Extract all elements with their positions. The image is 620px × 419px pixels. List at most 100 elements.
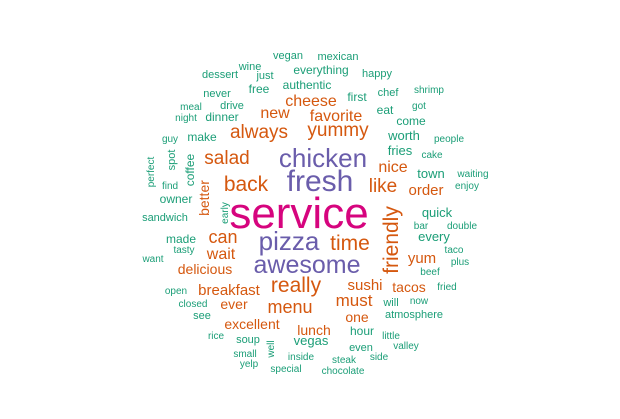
word-worth: worth [387, 128, 420, 143]
word-coffee: coffee [183, 153, 197, 186]
word-make: make [187, 130, 217, 144]
word-fresh: fresh [287, 165, 354, 198]
word-meal: meal [180, 102, 202, 113]
word-salad: salad [204, 148, 249, 169]
word-lunch: lunch [297, 322, 330, 338]
word-time: time [330, 232, 370, 255]
word-small: small [233, 349, 256, 360]
word-early: early [220, 202, 231, 224]
word-waiting: waiting [456, 169, 488, 180]
word-tacos: tacos [392, 279, 425, 295]
word-got: got [412, 101, 426, 112]
word-now: now [410, 296, 429, 307]
word-free: free [249, 82, 270, 96]
word-want: want [141, 254, 163, 265]
word-chef: chef [378, 87, 400, 99]
word-vegan: vegan [273, 50, 303, 62]
word-valley: valley [393, 341, 419, 352]
word-perfect: perfect [146, 156, 157, 187]
word-can: can [208, 227, 237, 247]
word-spot: spot [166, 150, 178, 171]
word-dinner: dinner [205, 110, 238, 124]
word-just: just [255, 70, 273, 82]
word-never: never [203, 88, 231, 100]
word-well: well [266, 340, 277, 358]
word-must: must [336, 291, 373, 310]
word-enjoy: enjoy [455, 181, 479, 192]
word-closed: closed [179, 299, 208, 310]
word-beef: beef [420, 267, 440, 278]
word-always: always [230, 122, 288, 143]
word-back: back [224, 173, 269, 196]
word-side: side [370, 352, 389, 363]
word-cake: cake [421, 150, 443, 161]
word-yelp: yelp [240, 359, 259, 370]
word-nice: nice [378, 159, 407, 176]
word-taco: taco [445, 245, 464, 256]
word-owner: owner [160, 192, 193, 206]
word-fries: fries [388, 143, 413, 158]
word-ever: ever [220, 296, 248, 312]
word-chicken: chicken [279, 143, 367, 173]
word-breakfast: breakfast [198, 282, 261, 299]
word-pizza: pizza [259, 226, 320, 256]
word-even: even [349, 342, 373, 354]
word-favorite: favorite [310, 108, 363, 125]
word-mexican: mexican [318, 51, 359, 63]
word-wine: wine [238, 61, 262, 73]
word-service: service [229, 189, 368, 238]
word-one: one [345, 309, 369, 325]
word-excellent: excellent [224, 316, 279, 332]
word-tasty: tasty [173, 245, 194, 256]
word-dessert: dessert [202, 69, 238, 81]
word-vegas: vegas [294, 333, 329, 348]
word-cheese: cheese [285, 93, 337, 110]
word-soup: soup [236, 334, 260, 346]
word-chocolate: chocolate [322, 366, 365, 377]
word-rice: rice [208, 331, 225, 342]
word-made: made [166, 232, 196, 246]
word-yummy: yummy [307, 120, 369, 141]
word-open: open [165, 286, 187, 297]
word-bar: bar [414, 221, 429, 232]
word-quick: quick [422, 205, 453, 220]
word-like: like [369, 176, 398, 197]
word-come: come [396, 114, 426, 128]
word-steak: steak [332, 355, 357, 366]
word-find: find [162, 181, 178, 192]
word-happy: happy [362, 68, 392, 80]
word-sushi: sushi [347, 277, 382, 294]
word-people: people [434, 134, 464, 145]
word-plus: plus [451, 257, 469, 268]
word-really: really [271, 274, 322, 297]
word-menu: menu [267, 297, 312, 317]
word-better: better [196, 180, 212, 216]
word-guy: guy [162, 134, 178, 145]
word-wait: wait [206, 246, 236, 263]
word-hour: hour [350, 324, 374, 338]
word-night: night [175, 113, 197, 124]
word-awesome: awesome [254, 251, 361, 279]
word-double: double [447, 221, 477, 232]
word-sandwich: sandwich [142, 212, 188, 224]
word-every: every [418, 229, 450, 244]
word-will: will [382, 297, 398, 309]
word-little: little [382, 331, 400, 342]
word-delicious: delicious [178, 261, 232, 277]
word-eat: eat [377, 103, 394, 117]
word-new: new [260, 105, 290, 122]
word-shrimp: shrimp [414, 85, 444, 96]
word-see: see [193, 310, 211, 322]
word-authentic: authentic [283, 78, 332, 92]
word-everything: everything [293, 63, 348, 77]
word-friendly: friendly [380, 206, 403, 274]
word-first: first [347, 90, 367, 104]
word-order: order [408, 182, 443, 199]
word-fried: fried [437, 282, 456, 293]
word-drive: drive [220, 100, 244, 112]
word-yum: yum [408, 250, 436, 267]
word-atmosphere: atmosphere [385, 309, 443, 321]
word-special: special [270, 364, 301, 375]
word-inside: inside [288, 352, 315, 363]
